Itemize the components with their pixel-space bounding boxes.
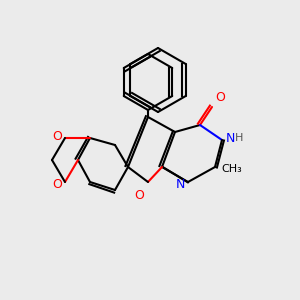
Text: CH₃: CH₃: [221, 164, 242, 174]
Text: O: O: [52, 130, 62, 142]
Text: O: O: [134, 189, 144, 202]
Text: N: N: [176, 178, 185, 190]
Text: O: O: [52, 178, 62, 190]
Text: H: H: [235, 133, 243, 143]
Text: O: O: [215, 91, 225, 104]
Text: N: N: [226, 131, 236, 145]
